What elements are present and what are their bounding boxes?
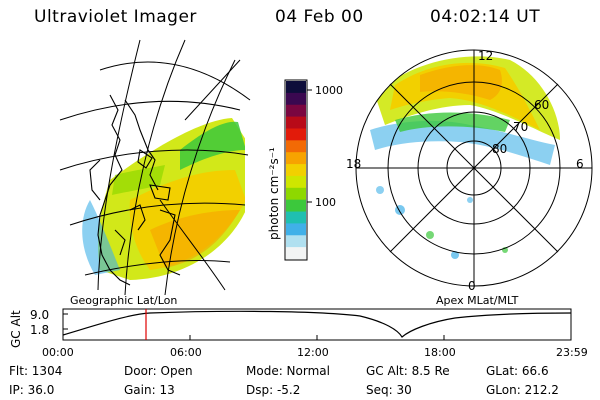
time-label: 04:02:14 UT [430,7,541,27]
mlat-label: 80 [492,142,507,156]
polar-map: 12 18 6 0 60 70 80 [346,49,593,293]
colorbar-swatch [286,187,306,201]
seq-readout: Seq: 30 [366,383,412,397]
mlt-label: 18 [346,157,361,171]
time-tick-label: 00:00 [42,346,74,359]
altitude-plot: GC Alt 9.0 1.8 [9,308,572,348]
coastlines [89,94,181,286]
colorbar-swatch [286,81,306,94]
colorbar-swatch [286,175,306,189]
colorbar-swatch [286,235,306,248]
time-tick-label: 12:00 [297,346,329,359]
altitude-ytick-label: 9.0 [30,308,49,322]
colorbar-swatch [286,116,306,129]
latlon-grid [59,39,251,296]
colorbar-swatch [286,247,306,260]
glon-readout: GLon: 212.2 [486,383,559,397]
door-readout: Door: Open [124,364,193,378]
colorbar-swatch [286,211,306,224]
flt-readout: Flt: 1304 [9,364,63,378]
colorbar-tick-label: 1000 [315,84,343,97]
mlat-label: 60 [534,98,549,112]
gain-readout: Gain: 13 [124,383,175,397]
colorbar-swatch [286,104,306,118]
mlat-label: 70 [513,120,528,134]
colorbar-swatches [286,81,306,260]
gc-alt-readout: GC Alt: 8.5 Re [366,364,450,378]
time-tick-label: 06:00 [170,346,202,359]
colorbar-swatch [286,164,306,177]
geographic-map [59,39,251,296]
mode-readout: Mode: Normal [246,364,330,378]
time-tick-label: 18:00 [424,346,456,359]
colorbar-swatch [286,199,306,213]
date-label: 04 Feb 00 [275,7,364,27]
mlt-label: 6 [576,157,584,171]
mlt-label: 12 [478,49,493,63]
auroral-emission-polar [370,56,560,259]
colorbar: 1000 100 photon cm⁻²s⁻¹ [267,79,343,261]
colorbar-swatch [286,140,306,153]
mlt-label: 0 [468,279,476,293]
colorbar-frame [284,79,308,261]
dsp-readout: Dsp: -5.2 [246,383,301,397]
instrument-title: Ultraviolet Imager [34,7,197,27]
colorbar-swatch [286,92,306,106]
colorbar-swatch [286,128,306,141]
time-tick-label: 23:59 [556,346,588,359]
polar-grid [355,49,593,287]
colorbar-swatch [286,152,306,165]
right-map-caption: Apex MLat/MLT [436,294,519,307]
colorbar-tick-label: 100 [315,196,336,209]
colorbar-swatch [286,223,306,236]
altitude-curve [62,310,572,338]
altitude-ytick-label: 1.8 [30,323,49,337]
colorbar-unit-label: photon cm⁻²s⁻¹ [267,147,281,240]
ip-readout: IP: 36.0 [9,383,55,397]
left-map-caption: Geographic Lat/Lon [70,294,178,307]
glat-readout: GLat: 66.6 [486,364,549,378]
altitude-ylabel: GC Alt [9,310,23,348]
